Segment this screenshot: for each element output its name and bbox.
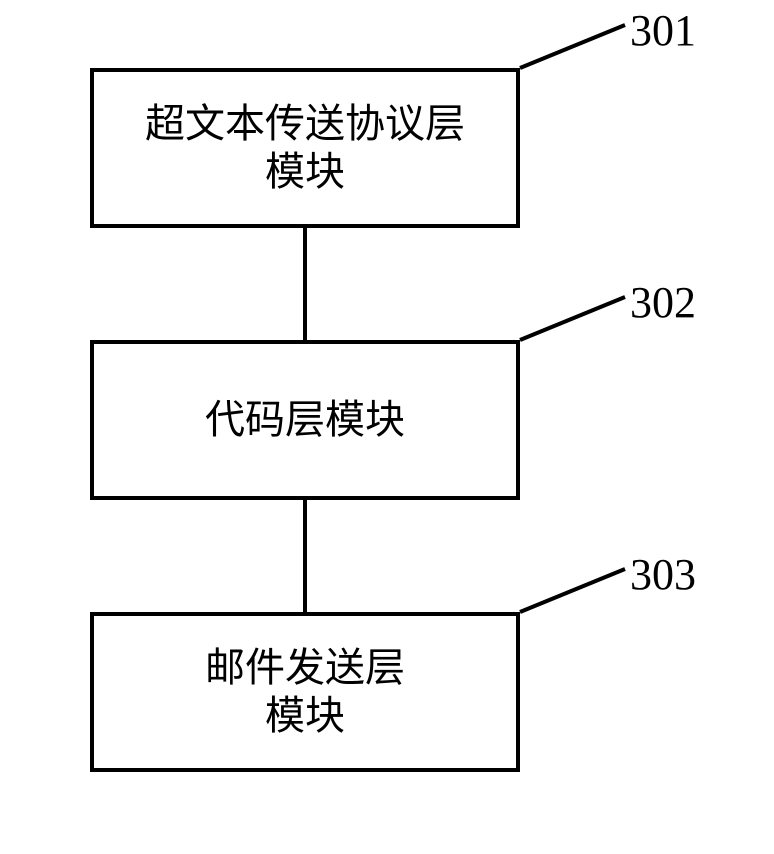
flow-diagram: 超文本传送协议层 模块 代码层模块 邮件发送层 模块 301 302 303 <box>0 0 774 854</box>
callout-line-303 <box>520 569 625 612</box>
callout-lines <box>0 0 774 854</box>
label-302: 302 <box>630 277 696 328</box>
callout-line-302 <box>520 297 625 340</box>
label-303: 303 <box>630 549 696 600</box>
label-301-text: 301 <box>630 6 696 55</box>
label-303-text: 303 <box>630 550 696 599</box>
label-301: 301 <box>630 5 696 56</box>
callout-line-301 <box>520 25 625 68</box>
label-302-text: 302 <box>630 278 696 327</box>
